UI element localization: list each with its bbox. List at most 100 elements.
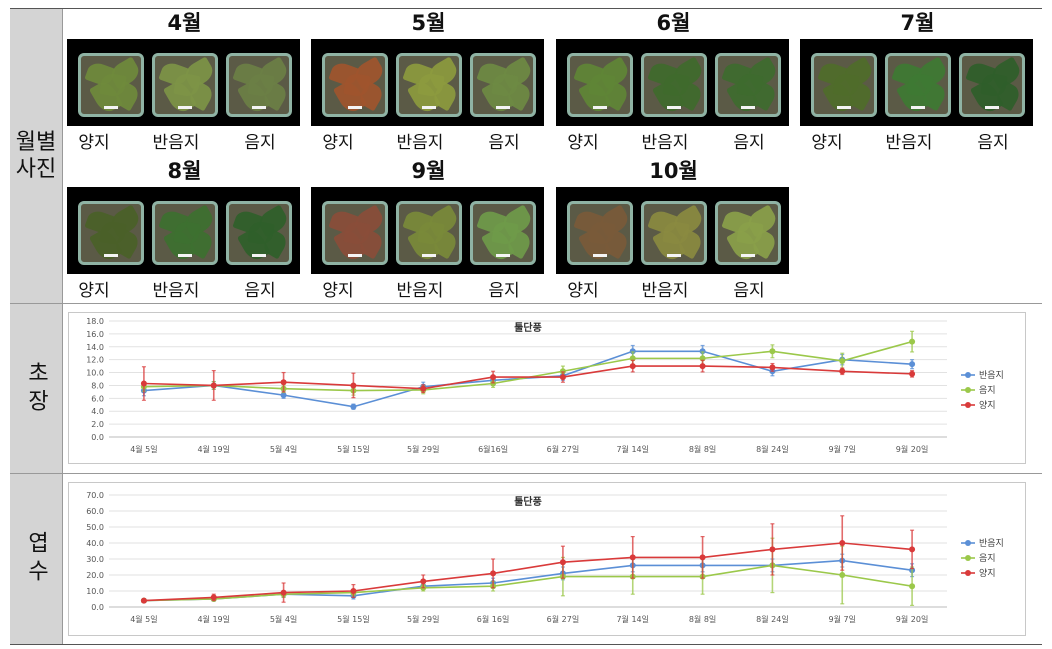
month-group: 10월 양지 반음지 음지 xyxy=(556,157,791,301)
plant-height-chart-svg: 0.0 2.0 4.0 6.0 8.0 10.0 12.0 14.0 16.0 18.0 4월 5일… xyxy=(86,317,1004,454)
data-point xyxy=(280,379,287,386)
legend-label: 음지 xyxy=(979,553,996,564)
data-point xyxy=(629,554,636,561)
data-point xyxy=(839,368,846,375)
data-point xyxy=(140,380,147,387)
x-tick-label: 9월 7일 xyxy=(829,444,856,454)
y-tick-label: 18.0 xyxy=(86,317,104,326)
x-tick-label: 6월 16일 xyxy=(477,614,510,624)
site-caption: 양지 xyxy=(322,133,354,153)
plant-height-chart: 0.0 2.0 4.0 6.0 8.0 10.0 12.0 14.0 16.0 18.0 4월 5일… xyxy=(68,312,1026,464)
table-top-border xyxy=(10,8,1042,9)
y-tick-label: 40.0 xyxy=(86,539,104,548)
x-tick-label: 9월 20일 xyxy=(896,614,929,624)
y-tick-label: 10.0 xyxy=(86,587,104,596)
data-point xyxy=(909,583,916,590)
x-tick-label: 5월 15일 xyxy=(337,614,370,624)
legend-swatch-marker xyxy=(965,387,971,393)
plant-pot-image xyxy=(715,201,781,265)
row-header-photos: 월별 사진 xyxy=(10,9,62,303)
legend-swatch-marker xyxy=(965,402,971,408)
series-line xyxy=(143,542,913,602)
plant-pot-image xyxy=(322,201,388,265)
legend-swatch-marker xyxy=(965,570,971,576)
x-tick-label: 4월 19일 xyxy=(197,444,230,454)
site-caption: 반음지 xyxy=(885,133,933,153)
month-group: 9월 양지 반음지 음지 xyxy=(311,157,546,301)
data-point xyxy=(559,368,566,375)
site-caption: 음지 xyxy=(244,281,276,301)
y-tick-label: 10.0 xyxy=(86,369,104,378)
y-tick-label: 20.0 xyxy=(86,571,104,580)
plant-pot-image xyxy=(470,53,536,117)
row-header-leaves-text: 엽수 xyxy=(23,531,49,587)
y-tick-label: 60.0 xyxy=(86,507,104,516)
x-tick-label: 8월 8일 xyxy=(689,614,716,624)
plant-photo xyxy=(556,187,789,274)
x-tick-label: 5월 15일 xyxy=(337,444,370,454)
legend-label: 양지 xyxy=(979,400,996,411)
data-point xyxy=(559,559,566,566)
x-tick-label: 7월 14일 xyxy=(616,444,649,454)
data-point xyxy=(769,348,776,355)
plant-pot-image xyxy=(641,53,707,117)
x-tick-label: 5월 29일 xyxy=(407,444,440,454)
plant-pot-image xyxy=(78,53,144,117)
data-point xyxy=(140,597,147,604)
legend-label: 반음지 xyxy=(979,538,1004,549)
plant-pot-image xyxy=(226,53,292,117)
data-point xyxy=(420,578,427,585)
plant-pot-image xyxy=(152,201,218,265)
site-caption: 음지 xyxy=(733,133,765,153)
y-tick-label: 70.0 xyxy=(86,491,104,500)
data-point xyxy=(210,594,217,601)
data-point xyxy=(909,370,916,377)
y-tick-label: 4.0 xyxy=(91,407,104,416)
x-tick-label: 8월 8일 xyxy=(689,444,716,454)
data-point xyxy=(420,385,427,392)
month-label: 8월 xyxy=(167,159,202,183)
x-tick-label: 4월 19일 xyxy=(197,614,230,624)
site-caption: 반음지 xyxy=(396,133,444,153)
data-point xyxy=(490,374,497,381)
y-tick-label: 8.0 xyxy=(91,381,104,390)
plant-photo xyxy=(67,187,300,274)
y-tick-label: 12.0 xyxy=(86,356,104,365)
site-caption: 양지 xyxy=(78,133,110,153)
legend-swatch-marker xyxy=(965,540,971,546)
month-label: 5월 xyxy=(411,11,446,35)
chart-title: 툴단풍 xyxy=(514,495,542,508)
data-point xyxy=(769,364,776,371)
plant-pot-image xyxy=(715,53,781,117)
table-row-divider-1 xyxy=(10,303,1042,304)
plant-photo xyxy=(67,39,300,126)
plant-pot-image xyxy=(396,201,462,265)
legend-label: 반음지 xyxy=(979,370,1004,381)
column-divider xyxy=(62,9,63,644)
site-caption: 양지 xyxy=(322,281,354,301)
site-caption: 양지 xyxy=(567,133,599,153)
data-point xyxy=(490,570,497,577)
series-line xyxy=(143,365,913,390)
plant-photo xyxy=(800,39,1033,126)
month-group: 4월 양지 반음지 음지 xyxy=(67,9,302,153)
plant-pot-image xyxy=(959,53,1025,117)
x-tick-label: 9월 20일 xyxy=(896,444,929,454)
month-group: 5월 양지 반음지 음지 xyxy=(311,9,546,153)
site-caption: 반음지 xyxy=(152,281,200,301)
data-point xyxy=(210,382,217,389)
plant-photo xyxy=(311,39,544,126)
leaf-count-chart: 0.0 10.0 20.0 30.0 40.0 50.0 60.0 70.0 4월 5일 4월 1… xyxy=(68,482,1026,636)
legend-swatch-marker xyxy=(965,372,971,378)
plant-pot-image xyxy=(641,201,707,265)
x-tick-label: 5월 29일 xyxy=(407,614,440,624)
site-caption: 양지 xyxy=(811,133,843,153)
data-point xyxy=(699,363,706,370)
data-point xyxy=(839,572,846,578)
data-point xyxy=(909,361,916,368)
table-bottom-border xyxy=(10,644,1042,645)
data-point xyxy=(629,348,636,355)
site-caption: 음지 xyxy=(488,281,520,301)
site-caption: 반음지 xyxy=(396,281,444,301)
